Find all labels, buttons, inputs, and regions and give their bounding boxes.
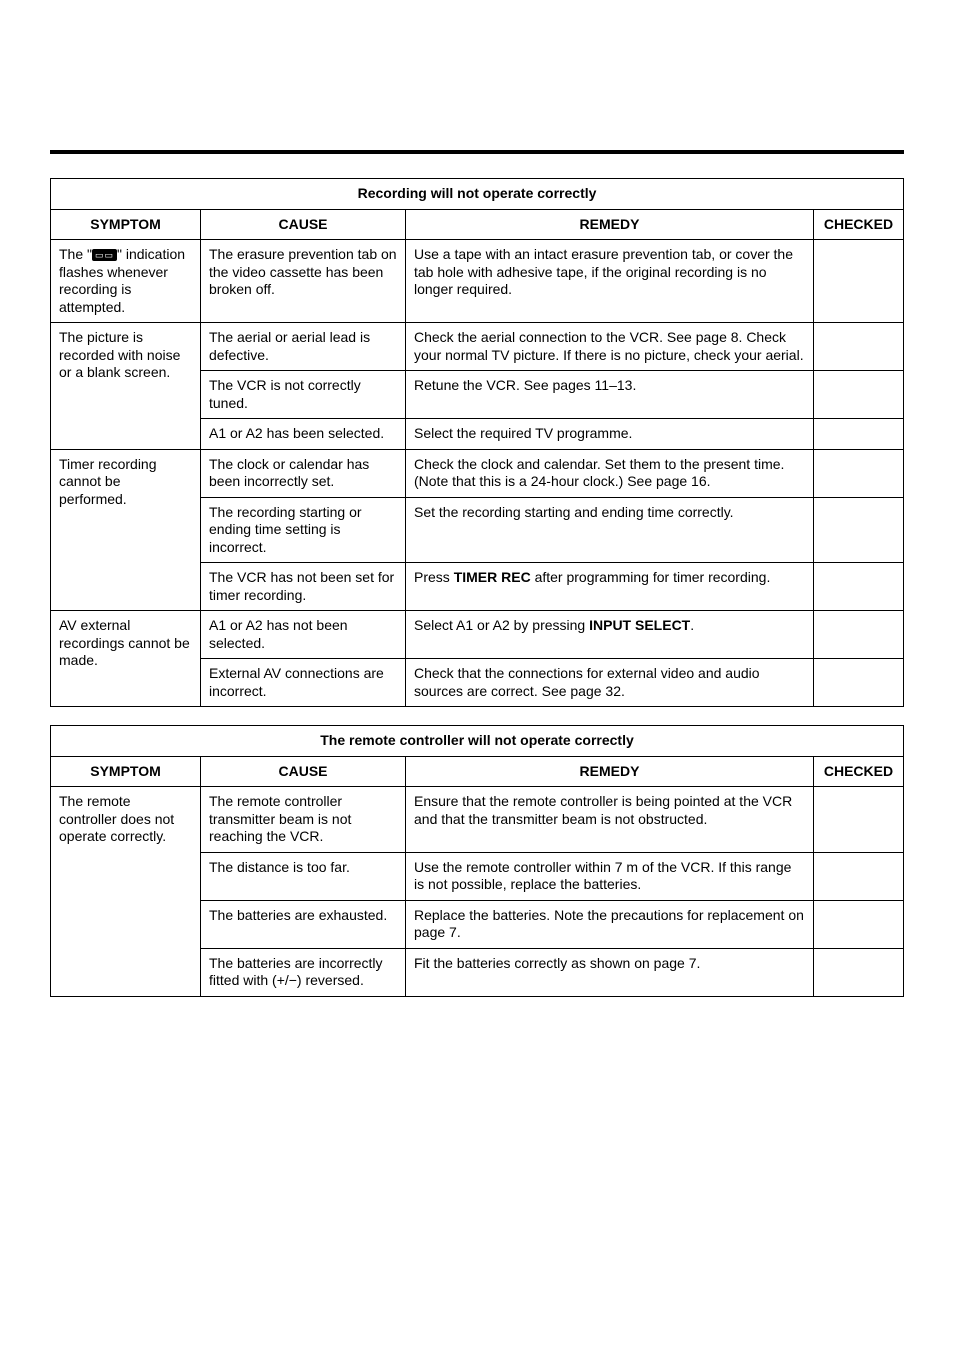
table-title-row: The remote controller will not operate c… [51, 726, 904, 757]
cell-cause: The VCR has not been set for timer recor… [201, 563, 406, 611]
table-row: The picture is recorded with noise or a … [51, 323, 904, 371]
header-remedy: REMEDY [406, 756, 814, 787]
cell-remedy: Press TIMER REC after programming for ti… [406, 563, 814, 611]
cell-symptom: Timer recording cannot be performed. [51, 449, 201, 611]
top-rule [50, 150, 904, 154]
cell-cause: The erasure prevention tab on the video … [201, 240, 406, 323]
cell-cause: The aerial or aerial lead is defective. [201, 323, 406, 371]
cell-remedy: Set the recording starting and ending ti… [406, 497, 814, 563]
cell-checked [813, 900, 903, 948]
cell-remedy: Check the aerial connection to the VCR. … [406, 323, 814, 371]
remedy-post: . [690, 617, 694, 633]
remedy-bold: TIMER REC [454, 569, 531, 585]
cell-checked [813, 419, 903, 450]
cell-symptom: The remote controller does not operate c… [51, 787, 201, 997]
cell-remedy: Select A1 or A2 by pressing INPUT SELECT… [406, 611, 814, 659]
cassette-icon: ▭▭ [92, 249, 117, 261]
table-row: Timer recording cannot be performed. The… [51, 449, 904, 497]
header-cause: CAUSE [201, 756, 406, 787]
cell-checked [813, 323, 903, 371]
cell-cause: The batteries are exhausted. [201, 900, 406, 948]
table-header-row: SYMPTOM CAUSE REMEDY CHECKED [51, 209, 904, 240]
table-recording: Recording will not operate correctly SYM… [50, 178, 904, 707]
cell-checked [813, 852, 903, 900]
cell-cause: A1 or A2 has not been selected. [201, 611, 406, 659]
cell-remedy: Replace the batteries. Note the precauti… [406, 900, 814, 948]
symptom-text-pre: The " [59, 246, 92, 262]
remedy-pre: Press [414, 569, 454, 585]
cell-checked [813, 240, 903, 323]
header-symptom: SYMPTOM [51, 756, 201, 787]
cell-remedy: Fit the batteries correctly as shown on … [406, 948, 814, 996]
cell-checked [813, 563, 903, 611]
cell-cause: The recording starting or ending time se… [201, 497, 406, 563]
page: Recording will not operate correctly SYM… [0, 0, 954, 1349]
cell-symptom: The "▭▭" indication flashes whenever rec… [51, 240, 201, 323]
header-remedy: REMEDY [406, 209, 814, 240]
table-row: AV external recordings cannot be made. A… [51, 611, 904, 659]
cell-checked [813, 948, 903, 996]
table-row: The remote controller does not operate c… [51, 787, 904, 853]
remedy-bold: INPUT SELECT [589, 617, 690, 633]
remedy-post: after programming for timer recording. [531, 569, 771, 585]
cell-checked [813, 659, 903, 707]
cell-cause: The distance is too far. [201, 852, 406, 900]
table-row: The "▭▭" indication flashes whenever rec… [51, 240, 904, 323]
table-remote: The remote controller will not operate c… [50, 725, 904, 997]
cell-checked [813, 611, 903, 659]
cell-cause: The remote controller transmitter beam i… [201, 787, 406, 853]
cell-symptom: The picture is recorded with noise or a … [51, 323, 201, 450]
cell-remedy: Ensure that the remote controller is bei… [406, 787, 814, 853]
cell-checked [813, 449, 903, 497]
header-checked: CHECKED [813, 756, 903, 787]
table-title-row: Recording will not operate correctly [51, 179, 904, 210]
cell-cause: The VCR is not correctly tuned. [201, 371, 406, 419]
cell-remedy: Select the required TV programme. [406, 419, 814, 450]
cell-cause: External AV connections are incorrect. [201, 659, 406, 707]
cell-remedy: Use the remote controller within 7 m of … [406, 852, 814, 900]
cell-checked [813, 787, 903, 853]
cell-remedy: Use a tape with an intact erasure preven… [406, 240, 814, 323]
cell-remedy: Check the clock and calendar. Set them t… [406, 449, 814, 497]
cell-cause: The clock or calendar has been incorrect… [201, 449, 406, 497]
remedy-pre: Select A1 or A2 by pressing [414, 617, 589, 633]
cell-cause: The batteries are incorrectly fitted wit… [201, 948, 406, 996]
cell-cause: A1 or A2 has been selected. [201, 419, 406, 450]
section-title: The remote controller will not operate c… [51, 726, 904, 757]
header-checked: CHECKED [813, 209, 903, 240]
header-symptom: SYMPTOM [51, 209, 201, 240]
cell-symptom: AV external recordings cannot be made. [51, 611, 201, 707]
cell-checked [813, 497, 903, 563]
header-cause: CAUSE [201, 209, 406, 240]
cell-checked [813, 371, 903, 419]
cell-remedy: Retune the VCR. See pages 11–13. [406, 371, 814, 419]
section-title: Recording will not operate correctly [51, 179, 904, 210]
cell-remedy: Check that the connections for external … [406, 659, 814, 707]
table-header-row: SYMPTOM CAUSE REMEDY CHECKED [51, 756, 904, 787]
